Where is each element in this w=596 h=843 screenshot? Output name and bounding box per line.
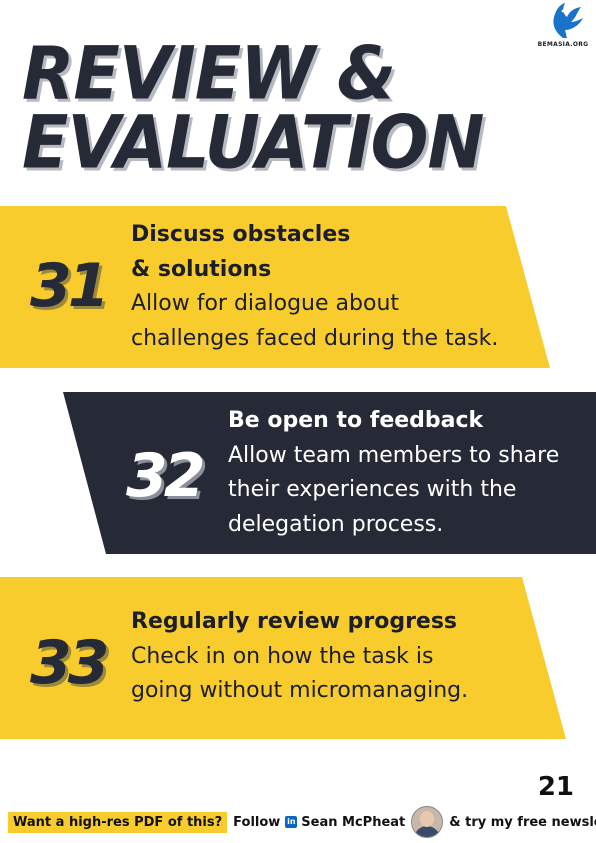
band-shape	[0, 577, 566, 739]
item-body: delegation process.	[228, 511, 444, 537]
item-band-32: 32 Be open to feedback Allow team member…	[0, 392, 596, 554]
band-shape	[0, 206, 550, 368]
item-body: challenges faced during the task.	[131, 325, 499, 351]
follow-label: Follow	[233, 814, 281, 830]
item-number: 33	[30, 628, 109, 698]
bird-icon	[553, 3, 583, 38]
item-text: Discuss obstacles & solutions Allow for …	[131, 218, 498, 356]
band-shape	[63, 392, 596, 554]
item-heading: Discuss obstacles	[131, 222, 351, 247]
item-band-31: 31 Discuss obstacles & solutions Allow f…	[0, 206, 596, 368]
page-number: 21	[537, 772, 574, 802]
title-line-2: EVALUATION	[22, 100, 484, 186]
item-text: Be open to feedback Allow team members t…	[228, 404, 559, 542]
item-number: 32	[126, 441, 205, 511]
avatar	[411, 806, 444, 838]
item-band-33: 33 Regularly review progress Check in on…	[0, 577, 596, 739]
item-heading: & solutions	[131, 256, 272, 282]
item-heading: Be open to feedback	[228, 408, 484, 433]
page-title: REVIEW & EVALUATION	[22, 31, 484, 186]
newsletter-link[interactable]: & try my free newsletter.	[449, 814, 596, 830]
item-body: Allow team members to share	[228, 442, 560, 468]
linkedin-icon[interactable]: in	[285, 816, 298, 828]
item-text: Regularly review progress Check in on ho…	[131, 605, 468, 709]
title-line-1: REVIEW &	[22, 31, 396, 117]
item-body: their experiences with the	[228, 477, 517, 502]
item-number: 31	[30, 251, 109, 321]
item-heading: Regularly review progress	[131, 609, 458, 634]
author-name-link[interactable]: Sean McPheat	[301, 814, 406, 830]
item-body: Allow for dialogue about	[131, 291, 400, 316]
pdf-cta-link[interactable]: Want a high-res PDF of this?	[8, 811, 228, 833]
item-body: Check in on how the task is	[131, 643, 434, 669]
logo-text: BEMASIA.ORG	[537, 41, 589, 48]
logo: BEMASIA.ORG	[532, 2, 594, 54]
item-body: going without micromanaging.	[131, 678, 469, 703]
footer: Want a high-res PDF of this? Follow in S…	[8, 806, 596, 838]
